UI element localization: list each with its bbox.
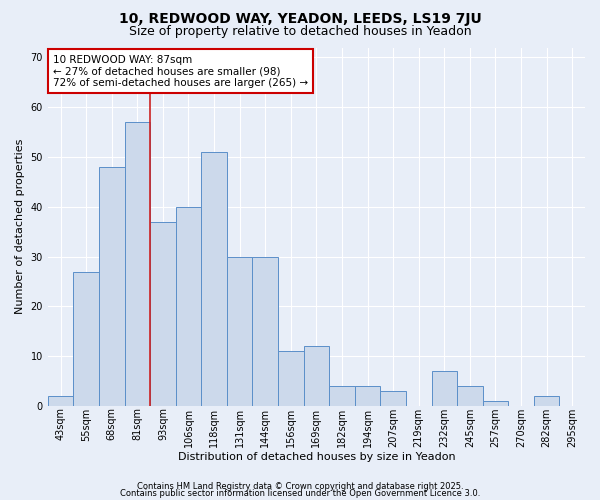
Bar (99, 167, 125, 406)
Text: Contains public sector information licensed under the Open Government Licence 3.: Contains public sector information licen… (120, 489, 480, 498)
Bar (482, 401, 508, 406)
Text: Size of property relative to detached houses in Yeadon: Size of property relative to detached ho… (128, 25, 472, 38)
Bar (227, 256, 253, 406)
Bar (304, 346, 329, 406)
Bar (150, 222, 176, 406)
Bar (380, 391, 406, 406)
Y-axis label: Number of detached properties: Number of detached properties (15, 139, 25, 314)
Text: 10, REDWOOD WAY, YEADON, LEEDS, LS19 7JU: 10, REDWOOD WAY, YEADON, LEEDS, LS19 7JU (119, 12, 481, 26)
Bar (48, 396, 73, 406)
Bar (73, 272, 99, 406)
Bar (431, 371, 457, 406)
Bar (534, 396, 559, 406)
Bar (201, 152, 227, 406)
Text: 10 REDWOOD WAY: 87sqm
← 27% of detached houses are smaller (98)
72% of semi-deta: 10 REDWOOD WAY: 87sqm ← 27% of detached … (53, 54, 308, 88)
Bar (253, 256, 278, 406)
Bar (457, 386, 482, 406)
Bar (329, 386, 355, 406)
Bar (125, 122, 150, 406)
X-axis label: Distribution of detached houses by size in Yeadon: Distribution of detached houses by size … (178, 452, 455, 462)
Text: Contains HM Land Registry data © Crown copyright and database right 2025.: Contains HM Land Registry data © Crown c… (137, 482, 463, 491)
Bar (278, 352, 304, 406)
Bar (176, 207, 201, 406)
Bar (355, 386, 380, 406)
